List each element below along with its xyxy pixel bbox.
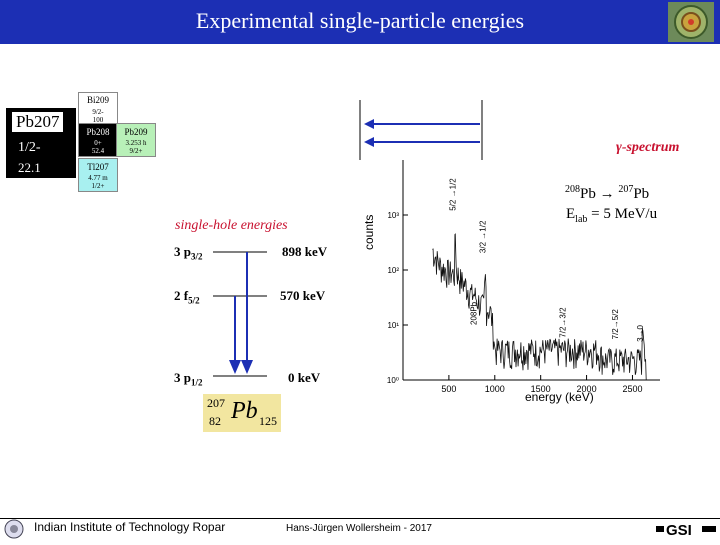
cell-name: Pb208 xyxy=(86,127,110,137)
y-tick-label: 10² xyxy=(387,266,399,275)
peak-label: 5/2 →1/2 xyxy=(448,178,457,211)
accelerator-logo-icon xyxy=(668,2,714,42)
transfer-arrows xyxy=(359,100,483,160)
level-label-p12: 3 p1/2 xyxy=(174,370,203,388)
cell-spin: 9/2+ xyxy=(129,147,143,155)
level-scheme-lines xyxy=(213,251,267,377)
peak-label: 3→0 xyxy=(636,324,645,341)
cell-spin: 0+ xyxy=(94,139,102,147)
arrow-head-icon xyxy=(364,119,374,129)
cell-halflife: 3.253 h xyxy=(125,139,147,147)
reaction-text: Pb → xyxy=(580,186,619,202)
gsi-logo-icon: GSI xyxy=(656,520,718,539)
reaction-line-2: Elab = 5 MeV/u xyxy=(566,206,657,225)
arrow-head-icon xyxy=(364,137,374,147)
peak-label: 208Pb xyxy=(469,301,478,325)
mass-number: 207 xyxy=(207,396,225,410)
elab-sub: lab xyxy=(575,214,588,225)
x-tick-label: 1500 xyxy=(531,384,551,394)
reaction-line-1: 208Pb → 207Pb xyxy=(565,184,649,203)
footer-institute: Indian Institute of Technology Ropar xyxy=(34,520,226,534)
spectrum-ylabel: counts xyxy=(362,214,376,250)
neutron-number: 125 xyxy=(259,414,277,428)
cell-name: Pb209 xyxy=(124,127,148,137)
mass-208: 208 xyxy=(565,184,580,195)
level-energy-0: 0 keV xyxy=(288,370,321,385)
cell-spin: 9/2- xyxy=(92,108,104,116)
x-tick-label: 2500 xyxy=(622,384,642,394)
reaction-product: Pb xyxy=(633,186,650,202)
proton-number: 82 xyxy=(209,414,221,428)
pb207-spin: 1/2- xyxy=(18,140,41,155)
x-tick-label: 500 xyxy=(441,384,456,394)
pb207-name: Pb207 xyxy=(12,112,64,132)
cell-abundance: 100 xyxy=(92,116,104,124)
spectrum-label: γ-spectrum xyxy=(616,140,680,155)
peak-label: 3/2 →1/2 xyxy=(478,220,487,253)
gamma-spectrum-plot: 500 1000 1500 2000 2500 10⁰ 10¹ 10² 10³ 5/2 →1/2… xyxy=(387,160,660,394)
peak-label: 7/2→3/2 xyxy=(558,307,567,338)
orbital-sub: 3/2 xyxy=(190,251,203,262)
spectrum-trace xyxy=(432,233,647,381)
orbital: 2 f xyxy=(174,288,189,303)
elab-E: E xyxy=(566,206,576,222)
mass-207: 207 xyxy=(618,184,634,195)
level-energy-570: 570 keV xyxy=(280,288,326,303)
cell-spin: 1/2+ xyxy=(91,182,105,190)
svg-text:GSI: GSI xyxy=(666,522,692,538)
footer-author: Hans-Jürgen Wollersheim - 2017 xyxy=(286,523,432,534)
arrow-head-icon xyxy=(241,360,253,374)
y-tick-label: 10³ xyxy=(387,211,399,220)
cell-halflife: 4.77 m xyxy=(88,174,108,182)
pb207-value: 22.1 xyxy=(18,160,41,175)
peak-label: 7/2→5/2 xyxy=(611,309,620,340)
y-tick-label: 10¹ xyxy=(387,321,399,330)
iit-logo-icon xyxy=(2,518,26,540)
slide-title: Experimental single-particle energies xyxy=(195,8,525,33)
levels-title: single-hole energies xyxy=(175,218,288,233)
level-energy-898: 898 keV xyxy=(282,244,328,259)
nuclide-cell-bi209: Bi209 9/2- 100 xyxy=(78,92,118,124)
cell-abundance: 52.4 xyxy=(91,147,105,155)
x-tick-label: 1000 xyxy=(485,384,505,394)
x-tick-label: 2000 xyxy=(577,384,597,394)
cell-name: Bi209 xyxy=(86,95,109,105)
y-tick-label: 10⁰ xyxy=(387,376,399,385)
nucleus-notation: 207 82 Pb 125 xyxy=(203,394,281,432)
spectrum-xlabel: energy (keV) xyxy=(525,390,594,404)
footer-divider xyxy=(0,518,720,519)
cell-name: Tl207 xyxy=(87,162,109,172)
nuclide-cell-pb208: Pb208 0+ 52.4 xyxy=(78,123,118,157)
orbital-sub: 1/2 xyxy=(190,377,203,388)
orbital: 3 p xyxy=(174,370,191,385)
level-label-f52: 2 f5/2 xyxy=(174,288,200,306)
arrow-head-icon xyxy=(229,360,241,374)
nuclide-cell-pb209: Pb209 3.253 h 9/2+ xyxy=(116,123,156,157)
nuclide-chart: Bi209 9/2- 100 Pb208 0+ 52.4 Pb209 3.253… xyxy=(6,92,156,192)
element-symbol: Pb xyxy=(231,398,258,424)
nuclide-cell-pb207: Pb207 1/2- 22.1 xyxy=(6,108,76,178)
elab-value: = 5 MeV/u xyxy=(587,206,658,222)
orbital-sub: 5/2 xyxy=(188,295,200,306)
orbital: 3 p xyxy=(174,244,191,259)
nuclide-cell-tl207: Tl207 4.77 m 1/2+ xyxy=(78,158,118,192)
level-label-p32: 3 p3/2 xyxy=(174,244,203,262)
title-bar xyxy=(0,0,720,44)
